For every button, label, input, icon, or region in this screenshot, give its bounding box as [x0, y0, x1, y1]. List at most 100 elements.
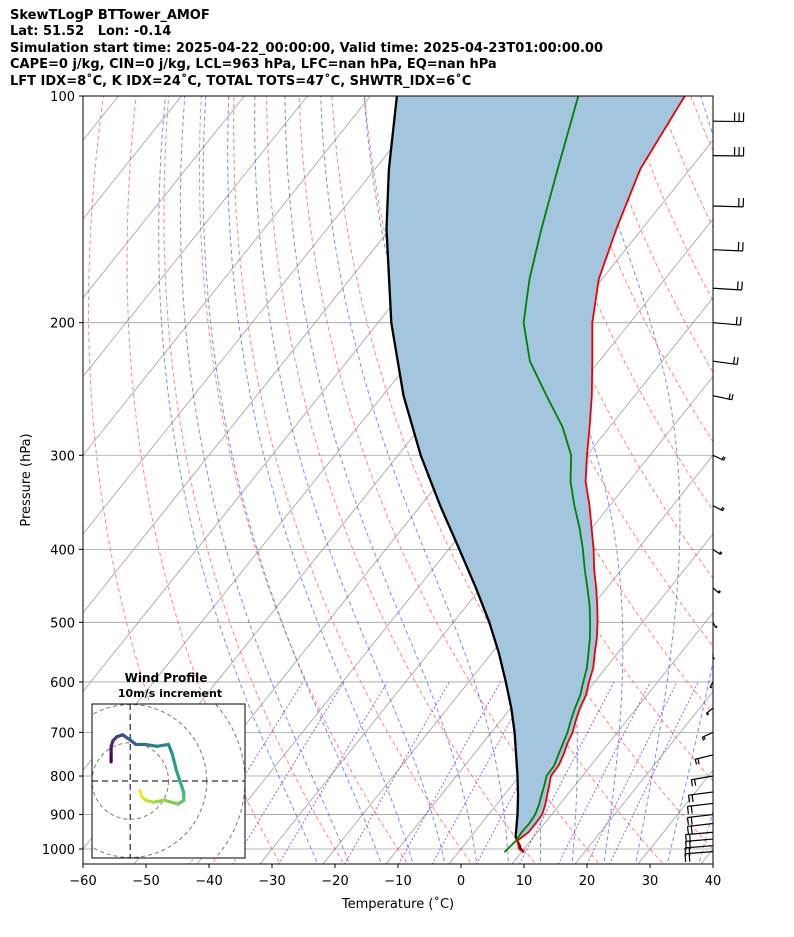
moist-adiabat	[179, 96, 351, 864]
wind-barb	[687, 791, 714, 803]
hodograph-title: Wind Profile	[125, 671, 208, 685]
isotherm	[83, 96, 371, 456]
header-indices-1: CAPE=0 j/kg, CIN=0 j/kg, LCL=963 hPa, LF…	[10, 57, 497, 73]
x-tick-label: −40	[195, 874, 222, 889]
hodograph-segment	[174, 767, 182, 783]
mixing-ratio-line	[398, 681, 501, 864]
wind-barb	[686, 822, 714, 835]
header-location: Lat: 51.52 Lon: -0.14	[10, 24, 172, 40]
wind-barbs	[684, 112, 745, 863]
y-tick-label: 200	[50, 317, 75, 332]
wind-barb	[712, 316, 742, 326]
hodograph-segment	[143, 742, 159, 748]
y-tick-label: 700	[50, 726, 75, 741]
hodograph-segment	[155, 742, 171, 748]
isotherm	[83, 96, 308, 378]
dry-adiabat	[126, 96, 281, 864]
wind-barb	[712, 197, 745, 208]
y-tick-label: 300	[50, 449, 75, 464]
dry-adiabat	[723, 96, 794, 868]
dry-adiabat	[163, 96, 345, 864]
isotherm	[574, 690, 713, 864]
y-tick-label: 600	[50, 676, 75, 691]
isotherm	[761, 93, 794, 868]
wind-barb	[712, 356, 739, 366]
wind-barb	[712, 505, 725, 512]
hodograph: Wind Profile 10m/s increment	[91, 671, 246, 859]
mixing-ratio-line	[343, 681, 450, 864]
dry-adiabat	[625, 96, 713, 302]
wind-barb	[712, 548, 723, 555]
isotherm	[322, 375, 713, 864]
header-times: Simulation start time: 2025-04-22_00:00:…	[10, 40, 603, 56]
mixing-ratio-line	[232, 681, 345, 864]
isotherm	[700, 848, 713, 864]
hodograph-segment	[163, 798, 180, 806]
moist-adiabat	[698, 809, 713, 864]
wind-barb	[690, 775, 714, 787]
hodograph-segment	[178, 779, 186, 795]
hodograph-segment	[138, 789, 144, 799]
dry-adiabat	[233, 96, 473, 864]
cin-fill	[386, 96, 685, 853]
hodograph-segment	[166, 742, 174, 756]
dry-adiabat	[266, 96, 537, 864]
moist-adiabat	[227, 96, 414, 864]
x-tick-label: 10	[516, 874, 533, 889]
y-tick-label: 1000	[42, 843, 75, 858]
wind-barb	[686, 813, 714, 826]
x-tick-label: −30	[258, 874, 285, 889]
header-indices-2: LFT IDX=8˚C, K IDX=24˚C, TOTAL TOTS=47˚C…	[10, 73, 472, 89]
parcel-profile-line	[385, 96, 525, 854]
wind-barb	[712, 454, 726, 461]
dry-adiabat	[298, 96, 601, 864]
wind-barb	[712, 622, 718, 629]
dry-adiabat	[657, 96, 713, 229]
wind-barb	[712, 242, 744, 252]
wind-barb	[685, 831, 714, 843]
wind-barb	[712, 393, 734, 401]
moist-adiabat	[666, 96, 713, 864]
isotherm	[385, 454, 713, 864]
mixing-ratio-line	[609, 681, 699, 864]
hodograph-frame	[91, 703, 246, 859]
wind-barb	[709, 681, 714, 689]
y-tick-label: 100	[50, 90, 75, 105]
moist-adiabat	[284, 96, 478, 864]
wind-barb	[694, 754, 714, 765]
x-tick-label: 0	[457, 874, 465, 889]
dry-adiabat	[199, 96, 409, 864]
isotherm	[83, 96, 434, 535]
header-station: SkewTLogP BTTower_AMOF	[10, 8, 210, 23]
y-tick-label: 500	[50, 616, 75, 631]
mixing-ratio-line	[519, 681, 615, 864]
x-tick-label: −60	[69, 874, 96, 889]
wind-barb	[686, 802, 714, 814]
hodograph-subtitle: 10m/s increment	[118, 687, 222, 700]
hodograph-segment	[170, 752, 178, 772]
wind-barb	[712, 281, 743, 291]
x-tick-label: −20	[321, 874, 348, 889]
mixing-ratio-line	[278, 681, 388, 864]
hodograph-segment	[151, 798, 167, 804]
x-tick-label: −50	[132, 874, 159, 889]
cin-area	[386, 96, 685, 853]
y-tick-label: 400	[50, 543, 75, 558]
moist-adiabat	[578, 96, 681, 864]
axes: −60 −50 −40 −30 −20 −10 0 10 20 30 40 100 200 300 400 5…	[42, 90, 721, 889]
dry-adiabat	[690, 96, 713, 152]
y-tick-label: 800	[50, 770, 75, 785]
temperature-line	[516, 96, 686, 854]
y-tick-label: 900	[50, 809, 75, 824]
moist-adiabat	[202, 96, 382, 864]
x-tick-label: −10	[384, 874, 411, 889]
x-axis-label: Temperature (˚C)	[341, 896, 454, 912]
mixing-ratio-line	[557, 681, 651, 864]
profiles	[385, 96, 686, 854]
wind-barb	[701, 731, 714, 741]
isotherm	[637, 769, 713, 864]
x-tick-label: 40	[705, 874, 722, 889]
x-tick-label: 30	[642, 874, 659, 889]
chart-header: SkewTLogP BTTower_AMOF Lat: 51.52 Lon: -…	[10, 8, 603, 90]
